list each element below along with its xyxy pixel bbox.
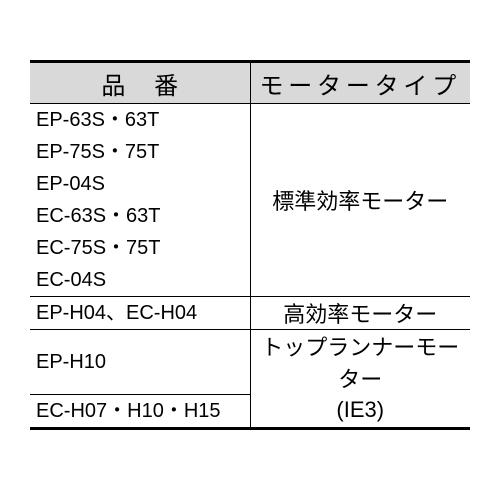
motor-spec-table: 品番 モータータイプ EP-63S・63T 標準効率モーター EP-75S・75… [30, 60, 470, 430]
table-row: EP-63S・63T 標準効率モーター [30, 104, 470, 137]
motor-type-cell-high-eff: 高効率モーター [250, 297, 470, 330]
model-cell: EC-04S [30, 264, 250, 297]
model-cell: EP-04S [30, 168, 250, 200]
table-row: EP-H10 トップランナーモーター [30, 330, 470, 395]
model-cell: EP-63S・63T [30, 104, 250, 137]
col-header-model: 品番 [30, 62, 250, 104]
motor-type-cell-toprunner-line2: (IE3) [250, 394, 470, 428]
table-row: EP-H04、EC-H04 高効率モーター [30, 297, 470, 330]
model-cell: EP-H10 [30, 330, 250, 395]
motor-type-cell-standard: 標準効率モーター [250, 104, 470, 297]
col-header-motor-type: モータータイプ [250, 62, 470, 104]
motor-type-cell-toprunner-line1: トップランナーモーター [250, 330, 470, 395]
model-cell: EC-75S・75T [30, 232, 250, 264]
model-cell: EC-H07・H10・H15 [30, 394, 250, 428]
table-header-row: 品番 モータータイプ [30, 62, 470, 104]
model-cell: EP-75S・75T [30, 136, 250, 168]
motor-spec-table-container: 品番 モータータイプ EP-63S・63T 標準効率モーター EP-75S・75… [30, 60, 470, 430]
model-cell: EC-63S・63T [30, 200, 250, 232]
table-row: EC-H07・H10・H15 (IE3) [30, 394, 470, 428]
model-cell: EP-H04、EC-H04 [30, 297, 250, 330]
